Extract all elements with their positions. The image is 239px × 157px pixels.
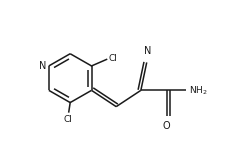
Text: NH$_2$: NH$_2$ [189, 84, 208, 97]
Text: N: N [38, 61, 46, 71]
Text: N: N [144, 46, 152, 56]
Text: O: O [163, 121, 170, 131]
Text: Cl: Cl [109, 54, 117, 63]
Text: Cl: Cl [63, 115, 72, 124]
